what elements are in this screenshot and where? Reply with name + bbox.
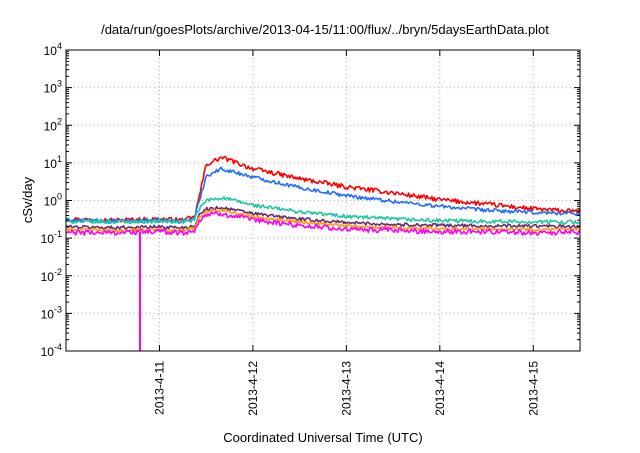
y-tick-label: 102 xyxy=(44,116,62,133)
x-tick-label: 2013-4-12 xyxy=(246,361,260,416)
chart-title: /data/run/goesPlots/archive/2013-04-15/1… xyxy=(101,22,549,37)
data-series-line xyxy=(65,211,581,236)
data-series-line xyxy=(65,166,581,224)
x-tick-label: 2013-4-13 xyxy=(339,361,353,416)
y-tick-label: 10-4 xyxy=(41,342,62,359)
x-axis-label: Coordinated Universal Time (UTC) xyxy=(223,430,422,445)
y-tick-label: 100 xyxy=(44,192,62,209)
y-tick-label: 101 xyxy=(44,154,62,171)
y-axis-label: cSv/day xyxy=(20,176,35,223)
data-series-line xyxy=(65,208,581,233)
axis-ticks: 104 103 102 101 100 10-1 10-2 10-3 10-4 2013-4-11… xyxy=(41,41,580,416)
y-tick-label: 103 xyxy=(44,79,62,96)
y-tick-label: 10-2 xyxy=(41,267,62,284)
x-tick-label: 2013-4-14 xyxy=(433,361,447,416)
data-series-line xyxy=(65,155,581,223)
x-tick-label: 2013-4-11 xyxy=(152,361,166,415)
data-series-line xyxy=(65,205,581,231)
y-tick-label: 10-3 xyxy=(41,304,62,321)
y-tick-label: 10-1 xyxy=(41,229,62,246)
grid-lines xyxy=(66,50,580,351)
y-tick-label: 104 xyxy=(44,41,62,58)
series-lines xyxy=(65,155,581,236)
x-tick-label: 2013-4-15 xyxy=(526,361,540,416)
data-series-line xyxy=(65,196,581,225)
